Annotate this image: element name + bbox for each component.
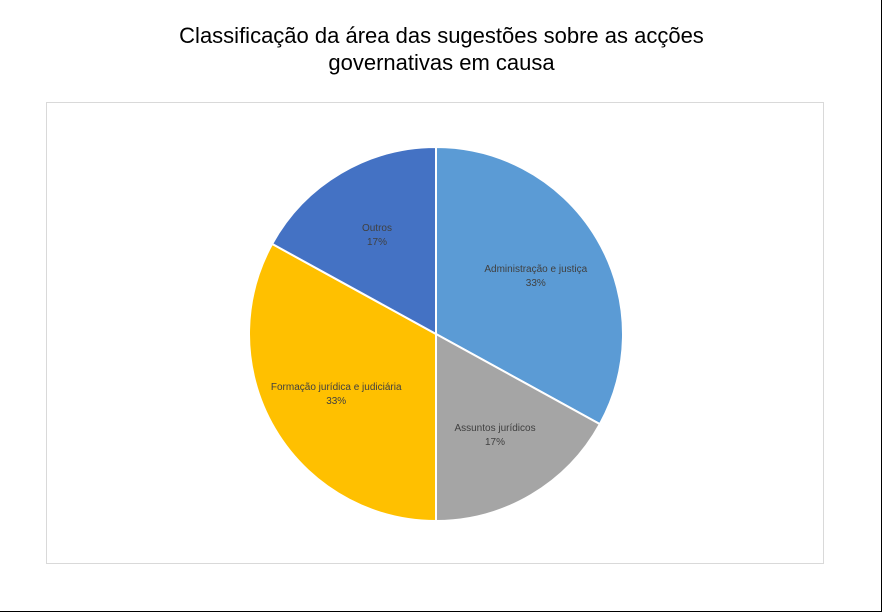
slice-name-label-outros: Outros: [362, 223, 392, 234]
slice-name-label-assuntos-juridicos: Assuntos jurídicos: [454, 423, 535, 434]
pie-labels: Administração e justiça 33% Assuntos juríd…: [271, 223, 588, 448]
chart-title-line-2: governativas em causa: [328, 50, 555, 75]
pie-slice-formacao-juridica-e-judiciaria: [248, 242, 437, 523]
slice-percent-label-assuntos-juridicos: 17%: [485, 437, 505, 448]
pie-slice-assuntos-juridicos: [435, 332, 602, 523]
pie-slice-outros: [270, 145, 437, 336]
slice-percent-label-administracao-e-justica: 33%: [526, 278, 546, 289]
slice-percent-label-outros: 17%: [367, 237, 387, 248]
slice-name-label-formacao-juridica-e-judiciaria: Formação jurídica e judiciária: [271, 382, 402, 393]
chart-title-line-1: Classificação da área das sugestões sobr…: [179, 23, 704, 48]
slice-percent-label-formacao-juridica-e-judiciaria: 33%: [326, 396, 346, 407]
pie-slice-administracao-e-justica: [435, 145, 624, 426]
slice-name-label-administracao-e-justica: Administração e justiça: [484, 264, 587, 275]
chart-title: Classificação da área das sugestões sobr…: [0, 22, 883, 76]
pie-slices: [248, 145, 624, 523]
